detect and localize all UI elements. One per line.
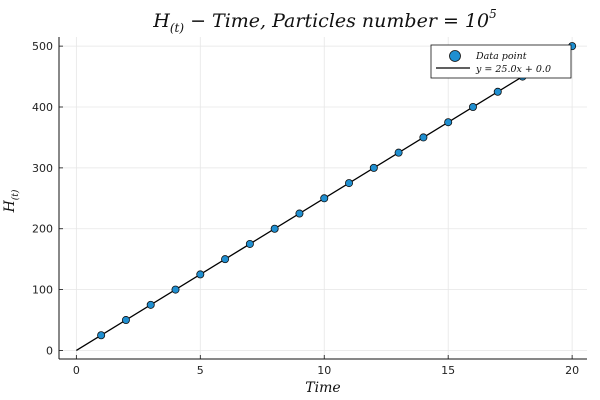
x-tick-label: 10 [317, 364, 331, 377]
title-rest: − Time, Particles number = 10 [184, 10, 489, 32]
data-point [468, 103, 477, 112]
data-point [146, 300, 155, 309]
y-tick-label: 200 [32, 223, 53, 236]
x-tick-label: 0 [73, 364, 80, 377]
data-point [97, 331, 106, 340]
data-point [121, 316, 130, 325]
data-point [196, 270, 205, 279]
ylabel-subscript: (t) [10, 189, 21, 200]
data-point [345, 179, 354, 188]
y-tick-label: 500 [32, 40, 53, 53]
data-point [270, 224, 279, 233]
data-point [221, 255, 230, 264]
title-subscript: (t) [170, 21, 185, 35]
data-point [419, 133, 428, 142]
legend-marker-data-point [449, 50, 461, 62]
legend: Data point y = 25.0x + 0.0 [430, 44, 572, 79]
title-h: H [152, 10, 170, 32]
y-tick-label: 300 [32, 162, 53, 175]
x-tick-label: 15 [441, 364, 455, 377]
y-tick-label: 0 [46, 344, 53, 357]
legend-label-data-point: Data point [475, 51, 527, 62]
y-tick-label: 400 [32, 101, 53, 114]
axes [58, 37, 587, 360]
chart-title: H(t) − Time, Particles number = 105 [152, 7, 496, 35]
y-axis-title: H(t) [2, 189, 21, 213]
title-superscript: 5 [489, 7, 497, 21]
data-point [493, 87, 502, 96]
data-point [444, 118, 453, 127]
x-tick-label: 5 [197, 364, 204, 377]
data-point [245, 239, 254, 248]
data-point [320, 194, 329, 203]
data-point [295, 209, 304, 218]
y-tick-label: 100 [32, 284, 53, 297]
data-point [394, 148, 403, 157]
grid-lines [59, 37, 587, 359]
data-point [369, 163, 378, 172]
data-point [171, 285, 180, 294]
x-axis-title: Time [305, 380, 340, 396]
x-tick-label: 20 [565, 364, 579, 377]
ylabel-h: H [2, 199, 18, 213]
legend-label-fit-line: y = 25.0x + 0.0 [475, 64, 551, 75]
series [76, 42, 577, 352]
